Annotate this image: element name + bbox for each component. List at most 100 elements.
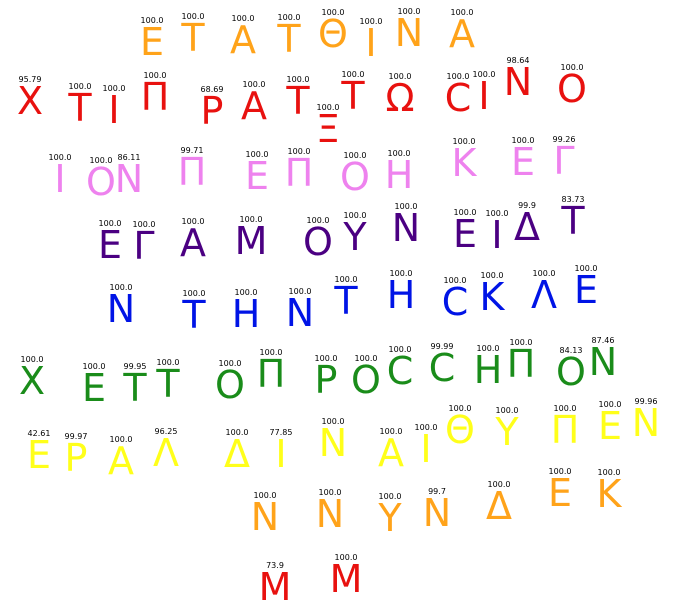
recognized-character: Δ xyxy=(486,484,512,528)
confidence-score: 42.61 xyxy=(27,429,51,438)
recognized-character: Τ xyxy=(181,16,205,60)
confidence-score: 100.0 xyxy=(98,219,122,228)
confidence-score: 73.9 xyxy=(266,561,284,570)
confidence-score: 100.0 xyxy=(321,417,345,426)
confidence-score: 100.0 xyxy=(378,492,402,501)
confidence-score: 100.0 xyxy=(253,491,277,500)
recognized-character: Υ xyxy=(495,410,519,454)
confidence-score: 100.0 xyxy=(450,8,474,17)
confidence-score: 100.0 xyxy=(316,103,340,112)
confidence-score: 100.0 xyxy=(140,16,164,25)
confidence-score: 100.0 xyxy=(102,84,126,93)
recognized-character: Μ xyxy=(258,565,292,609)
recognized-character: Π xyxy=(177,150,207,194)
recognized-character: Α xyxy=(180,221,206,265)
confidence-score: 100.0 xyxy=(443,276,467,285)
confidence-score: 100.0 xyxy=(20,355,44,364)
recognized-character: Θ xyxy=(445,408,475,452)
recognized-character: Λ xyxy=(153,431,179,475)
recognized-character: Ε xyxy=(81,366,107,410)
confidence-score: 100.0 xyxy=(48,153,72,162)
confidence-score: 99.71 xyxy=(180,146,204,155)
confidence-score: 100.0 xyxy=(495,406,519,415)
confidence-score: 100.0 xyxy=(234,288,258,297)
recognized-character: Ι xyxy=(275,432,287,476)
recognized-character: Π xyxy=(550,408,580,452)
recognized-character: Ν xyxy=(588,340,618,384)
confidence-score: 100.0 xyxy=(397,7,421,16)
confidence-score: 100.0 xyxy=(414,423,438,432)
confidence-score: 100.0 xyxy=(277,13,301,22)
confidence-score: 99.7 xyxy=(428,487,446,496)
confidence-score: 100.0 xyxy=(321,8,345,17)
recognized-character: Κ xyxy=(479,275,505,319)
confidence-score: 100.0 xyxy=(225,428,249,437)
confidence-score: 100.0 xyxy=(560,63,584,72)
recognized-character: Χ xyxy=(16,79,44,123)
confidence-score: 100.0 xyxy=(181,12,205,21)
confidence-score: 99.26 xyxy=(552,135,576,144)
confidence-score: 100.0 xyxy=(485,209,509,218)
confidence-score: 95.79 xyxy=(18,75,42,84)
confidence-score: 96.25 xyxy=(154,427,178,436)
confidence-score: 100.0 xyxy=(387,149,411,158)
confidence-score: 100.0 xyxy=(532,269,556,278)
recognized-character: C xyxy=(444,76,472,120)
recognized-character: Ι xyxy=(365,21,377,65)
confidence-score: 100.0 xyxy=(109,435,133,444)
confidence-score: 100.0 xyxy=(341,70,365,79)
recognized-character: Α xyxy=(378,431,404,475)
confidence-score: 100.0 xyxy=(548,467,572,476)
recognized-character: Π xyxy=(284,151,314,195)
confidence-score: 100.0 xyxy=(181,217,205,226)
confidence-score: 100.0 xyxy=(89,156,113,165)
recognized-character: Ι xyxy=(478,74,490,118)
recognized-character: Α xyxy=(108,439,134,483)
recognized-character: Μ xyxy=(234,219,268,263)
confidence-score: 100.0 xyxy=(156,358,180,367)
recognized-character: Ε xyxy=(510,140,536,184)
confidence-score: 98.64 xyxy=(506,56,530,65)
recognized-character: Ε xyxy=(547,471,573,515)
recognized-character: Ν xyxy=(391,206,421,250)
recognized-character: Ν xyxy=(422,491,452,535)
recognized-character: Ν xyxy=(285,291,315,335)
recognized-character: Τ xyxy=(341,74,365,118)
confidence-score: 100.0 xyxy=(68,82,92,91)
confidence-score: 100.0 xyxy=(354,354,378,363)
recognized-character: Ο xyxy=(303,220,333,264)
confidence-score: 100.0 xyxy=(511,136,535,145)
recognized-character: Π xyxy=(256,352,286,396)
recognized-character: Ο xyxy=(557,67,587,111)
recognized-character: Ι xyxy=(54,157,66,201)
confidence-score: 100.0 xyxy=(242,80,266,89)
recognized-character: Ο xyxy=(556,350,586,394)
recognized-character: Τ xyxy=(277,17,301,61)
confidence-score: 87.46 xyxy=(591,336,615,345)
recognized-character: Ξ xyxy=(315,107,341,151)
recognized-character: Υ xyxy=(378,496,402,540)
recognized-character: Ε xyxy=(97,223,123,267)
confidence-score: 100.0 xyxy=(597,468,621,477)
confidence-score: 99.95 xyxy=(123,362,147,371)
confidence-score: 100.0 xyxy=(306,216,330,225)
confidence-score: 100.0 xyxy=(218,359,242,368)
recognized-character: Α xyxy=(449,12,475,56)
recognized-character: Τ xyxy=(286,79,310,123)
recognized-character: Ρ xyxy=(64,436,88,480)
recognized-character: Ρ xyxy=(200,89,224,133)
recognized-character: Ο xyxy=(340,155,370,199)
confidence-score: 99.99 xyxy=(430,342,454,351)
recognized-character: Ε xyxy=(573,268,599,312)
confidence-score: 100.0 xyxy=(379,427,403,436)
recognized-character: Η xyxy=(386,273,416,317)
confidence-score: 68.69 xyxy=(200,85,224,94)
confidence-score: 99.9 xyxy=(518,201,536,210)
recognized-character: Η xyxy=(473,348,503,392)
recognized-character: Ε xyxy=(244,154,270,198)
recognized-character: Χ xyxy=(18,359,46,403)
recognized-character: Ε xyxy=(452,212,478,256)
recognized-character: Ι xyxy=(420,427,432,471)
recognized-character: Γ xyxy=(553,139,575,183)
